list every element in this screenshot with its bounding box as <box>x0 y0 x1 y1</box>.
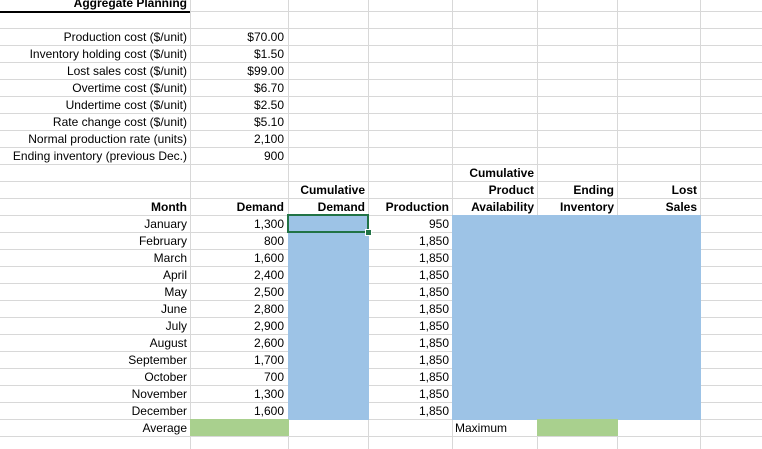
param-value-cell[interactable]: $1.50 <box>253 47 284 61</box>
month-cell[interactable]: January <box>144 217 187 231</box>
month-cell[interactable]: December <box>131 404 187 418</box>
month-cell[interactable]: April <box>162 268 187 282</box>
header-demand[interactable]: Demand <box>236 200 284 214</box>
demand-cell[interactable]: 1,700 <box>253 353 284 367</box>
month-cell[interactable]: August <box>149 336 187 350</box>
production-cell[interactable]: 1,850 <box>418 353 449 367</box>
param-label-cell[interactable]: Normal production rate (units) <box>28 132 187 146</box>
month-cell[interactable]: September <box>128 353 187 367</box>
production-cell[interactable]: 1,850 <box>418 404 449 418</box>
fill-handle[interactable] <box>365 229 372 236</box>
header-availability-line1[interactable]: Cumulative <box>469 166 534 180</box>
month-cell[interactable]: March <box>153 251 187 265</box>
production-cell[interactable]: 1,850 <box>418 370 449 384</box>
average-label[interactable]: Average <box>142 421 187 435</box>
header-ending-inventory-line1[interactable]: Ending <box>573 183 614 197</box>
highlighted-range-cumulative-demand[interactable] <box>288 215 369 420</box>
maximum-label[interactable]: Maximum <box>455 421 508 435</box>
month-cell[interactable]: November <box>131 387 187 401</box>
production-cell[interactable]: 1,850 <box>418 302 449 316</box>
month-cell[interactable]: May <box>164 285 187 299</box>
header-lost-sales-line1[interactable]: Lost <box>671 183 697 197</box>
param-label-cell[interactable]: Inventory holding cost ($/unit) <box>29 47 187 61</box>
param-label-cell[interactable]: Overtime cost ($/unit) <box>72 81 187 95</box>
highlighted-range-availability-inventory-lostsales[interactable] <box>452 215 701 420</box>
demand-cell[interactable]: 2,400 <box>253 268 284 282</box>
month-cell[interactable]: June <box>160 302 187 316</box>
header-production[interactable]: Production <box>385 200 449 214</box>
demand-cell[interactable]: 2,500 <box>253 285 284 299</box>
param-label-cell[interactable]: Rate change cost ($/unit) <box>52 115 187 129</box>
header-ending-inventory-line2[interactable]: Inventory <box>559 200 614 214</box>
param-value-cell[interactable]: $5.10 <box>253 115 284 129</box>
demand-cell[interactable]: 1,300 <box>253 387 284 401</box>
production-cell[interactable]: 1,850 <box>418 319 449 333</box>
param-value-cell[interactable]: $6.70 <box>253 81 284 95</box>
production-cell[interactable]: 950 <box>428 217 449 231</box>
gridline-vertical <box>190 0 191 449</box>
header-cumulative-demand-line1[interactable]: Cumulative <box>300 183 365 197</box>
param-label-cell[interactable]: Production cost ($/unit) <box>63 30 187 44</box>
production-cell[interactable]: 1,850 <box>418 234 449 248</box>
param-value-cell[interactable]: $2.50 <box>253 98 284 112</box>
month-cell[interactable]: July <box>165 319 187 333</box>
header-availability-line2[interactable]: Product <box>488 183 534 197</box>
demand-cell[interactable]: 2,800 <box>253 302 284 316</box>
month-cell[interactable]: February <box>138 234 187 248</box>
param-value-cell[interactable]: $99.00 <box>247 64 284 78</box>
average-input-cell[interactable] <box>190 419 289 436</box>
selected-cell[interactable] <box>287 214 369 233</box>
param-label-cell[interactable]: Undertime cost ($/unit) <box>65 98 187 112</box>
demand-cell[interactable]: 800 <box>263 234 284 248</box>
header-month[interactable]: Month <box>151 200 187 214</box>
production-cell[interactable]: 1,850 <box>418 387 449 401</box>
header-availability-line3[interactable]: Availability <box>471 200 534 214</box>
header-lost-sales-line2[interactable]: Sales <box>665 200 697 214</box>
param-label-cell[interactable]: Lost sales cost ($/unit) <box>66 64 187 78</box>
production-cell[interactable]: 1,850 <box>418 336 449 350</box>
param-value-cell[interactable]: 900 <box>263 149 284 163</box>
demand-cell[interactable]: 1,600 <box>253 251 284 265</box>
demand-cell[interactable]: 700 <box>263 370 284 384</box>
demand-cell[interactable]: 2,600 <box>253 336 284 350</box>
month-cell[interactable]: October <box>144 370 187 384</box>
demand-cell[interactable]: 1,600 <box>253 404 284 418</box>
production-cell[interactable]: 1,850 <box>418 268 449 282</box>
param-value-cell[interactable]: 2,100 <box>253 132 284 146</box>
param-value-cell[interactable]: $70.00 <box>247 30 284 44</box>
production-cell[interactable]: 1,850 <box>418 251 449 265</box>
title-underline <box>0 11 190 13</box>
sheet-title[interactable]: Aggregate Planning <box>73 0 187 10</box>
demand-cell[interactable]: 2,900 <box>253 319 284 333</box>
header-cumulative-demand-line2[interactable]: Demand <box>317 200 365 214</box>
production-cell[interactable]: 1,850 <box>418 285 449 299</box>
demand-cell[interactable]: 1,300 <box>253 217 284 231</box>
maximum-input-cell[interactable] <box>537 419 618 436</box>
param-label-cell[interactable]: Ending inventory (previous Dec.) <box>12 149 187 163</box>
